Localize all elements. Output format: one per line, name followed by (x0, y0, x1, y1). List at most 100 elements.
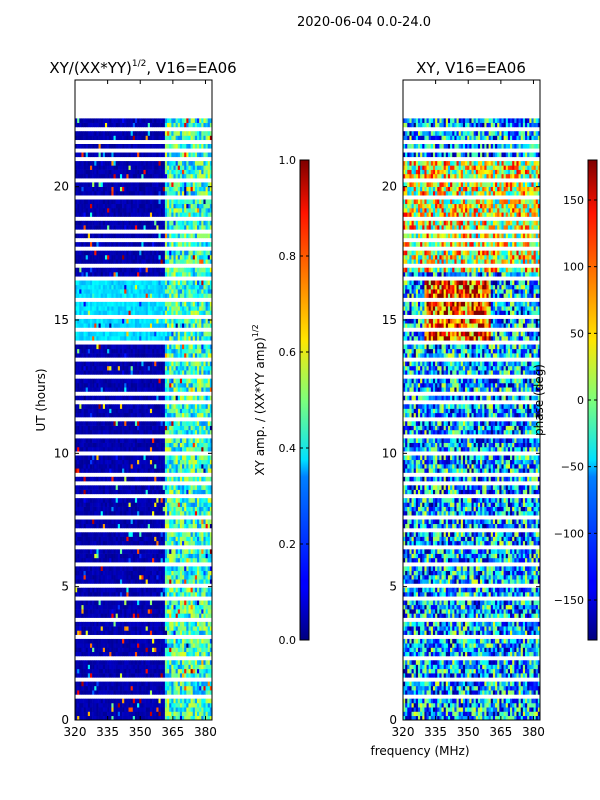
heatmap-cell (182, 348, 185, 354)
heatmap-cell (117, 609, 121, 614)
heatmap-cell (137, 421, 140, 426)
heatmap-cell (132, 455, 136, 461)
heatmap-cell (160, 621, 164, 627)
heatmap-cell (141, 293, 144, 298)
heatmap-cell (199, 404, 202, 409)
heatmap-cell (100, 446, 104, 452)
heatmap-cell (113, 536, 116, 542)
heatmap-cell (162, 643, 166, 648)
heatmap-cell (158, 293, 161, 298)
heatmap-cell (143, 408, 146, 414)
heatmap-cell (102, 664, 106, 670)
heatmap-cell (100, 378, 104, 384)
heatmap-cell (162, 353, 166, 358)
heatmap-cell (184, 395, 187, 401)
heatmap-cell (96, 485, 99, 490)
heatmap-cell (175, 468, 179, 473)
heatmap-cell (79, 323, 82, 328)
heatmap-cell (100, 647, 104, 653)
heatmap-cell (134, 289, 138, 294)
heatmap-cell (175, 485, 179, 490)
heatmap-cell (122, 609, 125, 614)
heatmap-cell (130, 331, 134, 337)
heatmap-cell (119, 323, 123, 328)
heatmap-cell (175, 574, 179, 580)
heatmap-cell (89, 685, 93, 691)
heatmap-cell (190, 344, 194, 350)
heatmap-cell (162, 348, 166, 354)
heatmap-cell (156, 353, 159, 358)
heatmap-cell (79, 370, 82, 375)
heatmap-cell (152, 464, 155, 469)
heatmap-cell (81, 510, 84, 516)
heatmap-cell (130, 425, 134, 431)
heatmap-cell (171, 284, 174, 290)
heatmap-cell (197, 353, 200, 358)
heatmap-cell (117, 446, 121, 452)
heatmap-cell (199, 442, 202, 448)
heatmap-cell (160, 592, 164, 597)
heatmap-cell (147, 549, 151, 554)
heatmap-cell (199, 715, 202, 721)
heatmap-cell (199, 464, 202, 469)
heatmap-cell (179, 651, 183, 657)
heatmap-cell (203, 536, 206, 542)
heatmap-cell (167, 579, 170, 584)
heatmap-cell (154, 395, 157, 401)
heatmap-cell (132, 284, 136, 290)
heatmap-cell (199, 429, 202, 435)
heatmap-cell (149, 476, 153, 482)
heatmap-cell (167, 707, 170, 712)
heatmap-cell (92, 553, 95, 559)
heatmap-cell (87, 681, 91, 687)
heatmap-cell (167, 387, 170, 392)
heatmap-cell (175, 382, 179, 388)
heatmap-cell (177, 412, 181, 418)
heatmap-cell (124, 685, 127, 691)
heatmap-cell (96, 609, 99, 614)
heatmap-cell (169, 421, 172, 426)
heatmap-cell (203, 468, 206, 473)
heatmap-cell (156, 651, 159, 657)
heatmap-cell (147, 638, 151, 644)
heatmap-cell (201, 613, 204, 618)
heatmap-cell (132, 510, 136, 516)
heatmap-cell (186, 566, 189, 571)
heatmap-cell (173, 570, 176, 576)
heatmap-cell (154, 361, 157, 367)
heatmap-cell (132, 647, 136, 653)
heatmap-cell (119, 395, 123, 401)
heatmap-cell (89, 310, 93, 315)
heatmap-cell (119, 519, 123, 525)
heatmap-cell (201, 690, 204, 695)
heatmap-cell (141, 468, 144, 473)
heatmap-cell (169, 361, 172, 367)
heatmap-cell (169, 293, 172, 298)
heatmap-cell (177, 651, 181, 657)
heatmap-cell (87, 673, 91, 678)
heatmap-cell (134, 378, 138, 384)
heatmap-cell (128, 502, 131, 507)
heatmap-cell (115, 348, 119, 354)
heatmap-cell (205, 284, 209, 290)
heatmap-cell (175, 421, 179, 426)
heatmap-cell (152, 557, 155, 563)
heatmap-cell (182, 485, 185, 490)
heatmap-cell (184, 361, 187, 367)
heatmap-cell (137, 621, 140, 627)
heatmap-cell (147, 318, 151, 324)
heatmap-cell (192, 647, 196, 653)
heatmap-cell (98, 387, 101, 392)
heatmap-cell (81, 660, 84, 665)
heatmap-cell (184, 651, 187, 657)
heatmap-cell (85, 523, 89, 529)
heatmap-cell (184, 348, 187, 354)
heatmap-cell (167, 353, 170, 358)
heatmap-cell (87, 476, 91, 482)
heatmap-cell (83, 301, 86, 307)
heatmap-cell (115, 540, 119, 546)
heatmap-cell (207, 353, 211, 358)
heatmap-cell (107, 668, 110, 674)
heatmap-cell (182, 387, 185, 392)
heatmap-cell (141, 574, 144, 580)
